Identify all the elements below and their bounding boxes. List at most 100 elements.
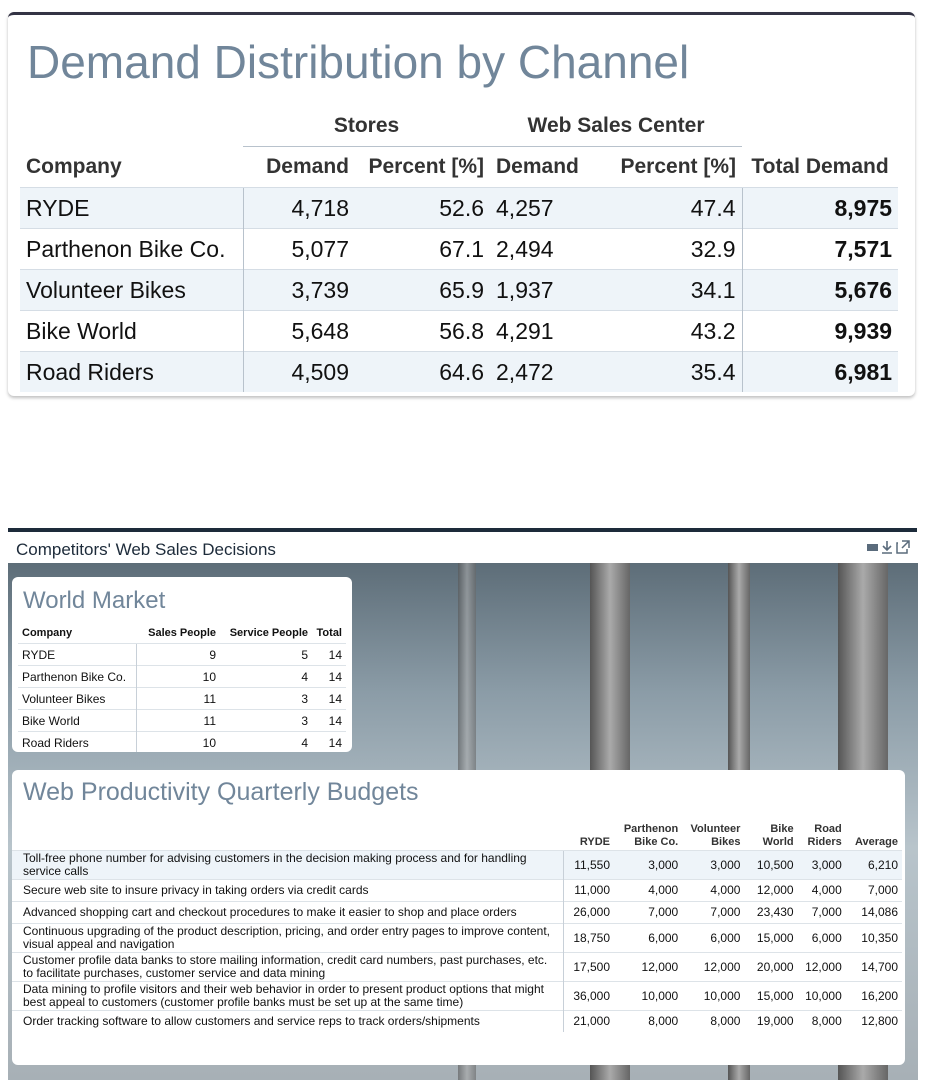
value-cell: 12,000 [682,952,745,982]
column-header: Total [316,626,342,639]
value-cell: 19,000 [744,1010,798,1032]
value-cell: 2,472 [490,351,596,392]
value-cell: 4 [220,665,312,688]
value-cell: 14 [312,731,346,752]
demand-card: Demand Distribution by Channel Stores Web… [8,12,915,396]
value-cell: 23,430 [744,901,798,924]
item-cell: Order tracking software to allow custome… [12,1010,564,1032]
value-cell: 5,648 [242,310,355,352]
value-cell: 10,000 [797,981,846,1011]
value-cell: 11,550 [563,850,615,880]
company-cell: RYDE [20,187,243,229]
spacer [12,814,564,851]
company-cell: RYDE [18,643,136,666]
world-market-card: World Market Company Sales People Service … [12,577,352,752]
column-header: Company [22,626,73,639]
data-row: Bike World 11 3 14 [18,709,346,732]
print-icon[interactable] [867,544,878,551]
item-cell: Customer profile data banks to store mai… [12,952,564,982]
value-cell: 6,210 [845,850,902,880]
demand-table: Stores Web Sales Center Company Demand Perce… [20,106,899,392]
data-row: RYDE 9 5 14 [18,643,346,666]
value-cell: 4,257 [490,187,596,229]
data-row: Road Riders 4,509 64.6 2,472 35.4 6,981 [20,351,899,392]
value-cell: 5 [220,643,312,666]
value-cell: 56.8 [355,310,491,352]
column-header: Sales People [148,626,216,639]
value-cell: 9 [135,643,220,666]
column-header: Parthenon Bike Co. [623,823,679,848]
value-cell: 8,975 [741,187,899,229]
column-header: Average [854,836,898,848]
value-cell: 6,000 [682,923,745,953]
column-header: Service People [229,626,308,639]
data-row: RYDE 4,718 52.6 4,257 47.4 8,975 [20,187,899,229]
data-row: Volunteer Bikes 11 3 14 [18,687,346,710]
value-cell: 43.2 [595,310,743,352]
company-cell: Road Riders [18,731,136,752]
company-cell: Volunteer Bikes [20,269,243,311]
company-cell: Bike World [20,310,243,352]
value-cell: 8,000 [797,1010,846,1032]
value-cell: 7,000 [614,901,683,924]
value-cell: 4,291 [490,310,596,352]
open-icon[interactable] [896,540,910,554]
budgets-title: Web Productivity Quarterly Budgets [23,778,419,806]
value-cell: 36,000 [563,981,615,1011]
value-cell: 14 [312,709,346,732]
value-cell: 64.6 [355,351,491,392]
value-cell: 67.1 [355,228,491,270]
value-cell: 8,000 [682,1010,745,1032]
column-header: Percent [%] [368,155,485,178]
data-row: Toll-free phone number for advising cust… [12,850,902,880]
value-cell: 10,000 [614,981,683,1011]
value-cell: 47.4 [595,187,743,229]
group-header-row: Stores Web Sales Center [20,106,898,147]
column-header: Volunteer Bikes [690,823,741,848]
value-cell: 32.9 [595,228,743,270]
column-header: Bike World [762,823,794,848]
value-cell: 1,937 [490,269,596,311]
company-cell: Parthenon Bike Co. [18,665,136,688]
value-cell: 20,000 [744,952,798,982]
value-cell: 8,000 [614,1010,683,1032]
value-cell: 17,500 [563,952,615,982]
column-header: Percent [%] [620,155,737,178]
data-row: Advanced shopping cart and checkout proc… [12,901,902,924]
value-cell: 7,000 [797,901,846,924]
value-cell: 35.4 [595,351,743,392]
value-cell: 14 [312,643,346,666]
header-row: Company Sales People Service People Total [18,622,346,644]
value-cell: 11 [135,709,220,732]
value-cell: 4,000 [797,879,846,902]
value-cell: 5,077 [242,228,355,270]
value-cell: 3 [220,687,312,710]
column-header: Road Riders [807,823,842,848]
download-icon[interactable] [882,541,892,554]
value-cell: 7,000 [845,879,902,902]
value-cell: 10,000 [682,981,745,1011]
value-cell: 11 [135,687,220,710]
demand-title: Demand Distribution by Channel [27,36,690,88]
value-cell: 12,000 [797,952,846,982]
value-cell: 4,000 [614,879,683,902]
value-cell: 2,494 [490,228,596,270]
data-row: Order tracking software to allow custome… [12,1010,902,1032]
value-cell: 10,500 [744,850,798,880]
value-cell: 12,800 [845,1010,902,1032]
column-header: Total Demand [751,154,889,178]
value-cell: 14 [312,687,346,710]
item-cell: Continuous upgrading of the product desc… [12,923,564,953]
data-row: Customer profile data banks to store mai… [12,952,902,982]
data-row: Parthenon Bike Co. 5,077 67.1 2,494 32.9 7,57… [20,228,899,270]
company-cell: Road Riders [20,351,243,392]
data-row: Road Riders 10 4 14 [18,731,346,752]
panel-title: Competitors' Web Sales Decisions [16,540,276,559]
value-cell: 65.9 [355,269,491,311]
value-cell: 12,000 [614,952,683,982]
data-row: Secure web site to insure privacy in tak… [12,879,902,902]
value-cell: 3 [220,709,312,732]
value-cell: 34.1 [595,269,743,311]
value-cell: 5,676 [741,269,899,311]
